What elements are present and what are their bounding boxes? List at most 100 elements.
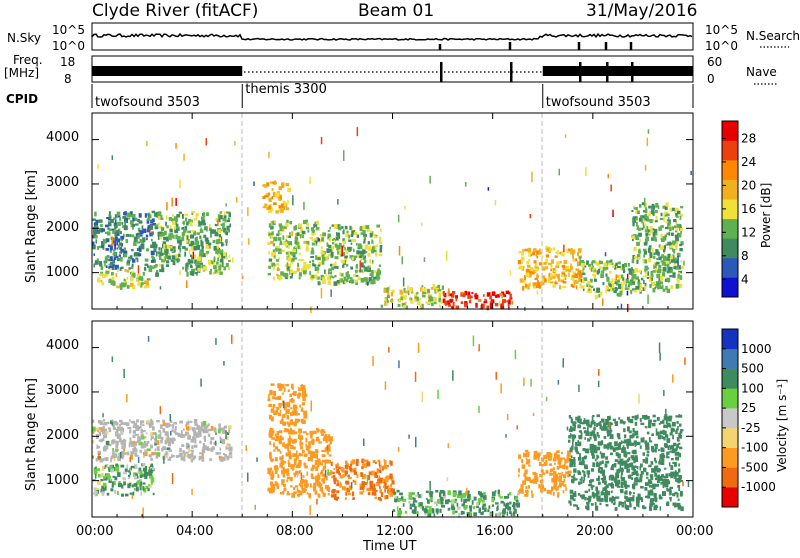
- heatmap-cell: [366, 227, 370, 232]
- heatmap-cell: [159, 225, 163, 229]
- heatmap-cell: [675, 430, 678, 435]
- heatmap-cell: [136, 481, 139, 484]
- heatmap-cell: [276, 467, 279, 471]
- heatmap-cell: [110, 488, 114, 492]
- heatmap-cell: [224, 454, 227, 457]
- heatmap-cell: [115, 463, 118, 467]
- heatmap-cell: [662, 479, 666, 484]
- heatmap-cell: [662, 205, 665, 209]
- heatmap-cell: [563, 474, 567, 477]
- heatmap-cell: [440, 500, 443, 505]
- heatmap-cell: [324, 462, 327, 468]
- heatmap-cell: [618, 417, 621, 420]
- heatmap-cell: [636, 225, 639, 230]
- heatmap-cell: [225, 262, 229, 268]
- heatmap-cell: [328, 269, 332, 275]
- heatmap-cell: [275, 210, 279, 214]
- heatmap-cell: [323, 430, 326, 434]
- heatmap-cell: [391, 289, 395, 293]
- heatmap-cell: [139, 234, 143, 237]
- heatmap-cell: [480, 305, 483, 310]
- heatmap-cell: [104, 256, 108, 262]
- heatmap-cell: [315, 241, 318, 244]
- heatmap-cell: [366, 475, 369, 484]
- heatmap-cell: [188, 218, 192, 222]
- heatmap-cell: [171, 439, 175, 445]
- heatmap-cell: [597, 289, 600, 293]
- heatmap-cell: [102, 488, 105, 493]
- heatmap-cell: [137, 437, 142, 442]
- heatmap-cell: [642, 415, 645, 418]
- heatmap-cell: [330, 251, 334, 257]
- heatmap-cell: [638, 287, 642, 293]
- heatmap-cell: [525, 272, 529, 277]
- heatmap-cell: [670, 430, 673, 434]
- heatmap-cell: [587, 287, 590, 291]
- heatmap-cell: [653, 449, 657, 452]
- heatmap-cell: [632, 288, 634, 291]
- heatmap-cell: [533, 285, 537, 289]
- heatmap-cell: [678, 233, 682, 238]
- heatmap-cell: [475, 302, 478, 308]
- heatmap-cell: [119, 251, 123, 254]
- heatmap-cell: [546, 489, 550, 494]
- heatmap-cell: [253, 181, 255, 186]
- heatmap-cell: [683, 260, 685, 266]
- colorbar-tick-label: 100: [741, 381, 764, 395]
- heatmap-cell: [527, 476, 531, 479]
- heatmap-cell: [676, 223, 680, 228]
- heatmap-cell: [655, 446, 658, 450]
- heatmap-cell: [104, 433, 108, 438]
- heatmap-cell: [184, 226, 188, 231]
- heatmap-cell: [174, 425, 177, 431]
- heatmap-cell: [214, 440, 217, 446]
- heatmap-cell: [281, 482, 284, 486]
- heatmap-cell: [148, 454, 152, 458]
- heatmap-cell: [359, 491, 364, 495]
- heatmap-cell: [310, 400, 312, 412]
- heatmap-cell: [286, 493, 291, 496]
- heatmap-cell: [619, 419, 623, 424]
- heatmap-cell: [166, 225, 169, 229]
- heatmap-cell: [440, 496, 444, 502]
- heatmap-cell: [634, 421, 638, 426]
- heatmap-cell: [482, 495, 487, 500]
- heatmap-cell: [92, 218, 96, 221]
- heatmap-cell: [676, 428, 678, 431]
- heatmap-cell: [220, 250, 224, 255]
- heatmap-cell: [392, 480, 395, 485]
- heatmap-cell: [175, 432, 178, 436]
- heatmap-cell: [452, 370, 454, 381]
- heatmap-cell: [333, 481, 337, 485]
- heatmap-cell: [123, 247, 126, 250]
- heatmap-cell: [191, 256, 193, 261]
- freq-band: [542, 66, 693, 76]
- heatmap-cell: [614, 287, 618, 290]
- power-ytick-1000: 1000: [46, 265, 79, 280]
- heatmap-cell: [324, 269, 326, 274]
- heatmap-cell: [679, 275, 683, 280]
- heatmap-cell: [459, 493, 464, 499]
- heatmap-cell: [303, 219, 307, 225]
- heatmap-cell: [225, 430, 227, 440]
- heatmap-cell: [232, 257, 234, 263]
- heatmap-cell: [482, 503, 486, 507]
- heatmap-cell: [491, 498, 495, 503]
- heatmap-cell: [553, 285, 556, 288]
- freq-label: Freq.: [13, 53, 43, 67]
- heatmap-cell: [656, 258, 659, 261]
- heatmap-cell: [573, 473, 575, 476]
- heatmap-cell: [191, 271, 195, 276]
- colorbar-bin: [722, 121, 738, 141]
- heatmap-cell: [635, 470, 639, 475]
- heatmap-cell: [196, 213, 199, 217]
- heatmap-cell: [161, 227, 164, 230]
- heatmap-cell: [624, 465, 628, 470]
- heatmap-cell: [615, 473, 620, 479]
- heatmap-cell: [602, 426, 605, 431]
- heatmap-cell: [341, 252, 345, 257]
- heatmap-cell: [635, 496, 640, 499]
- heatmap-cell: [534, 475, 537, 480]
- heatmap-cell: [283, 201, 287, 207]
- heatmap-cell: [607, 173, 609, 179]
